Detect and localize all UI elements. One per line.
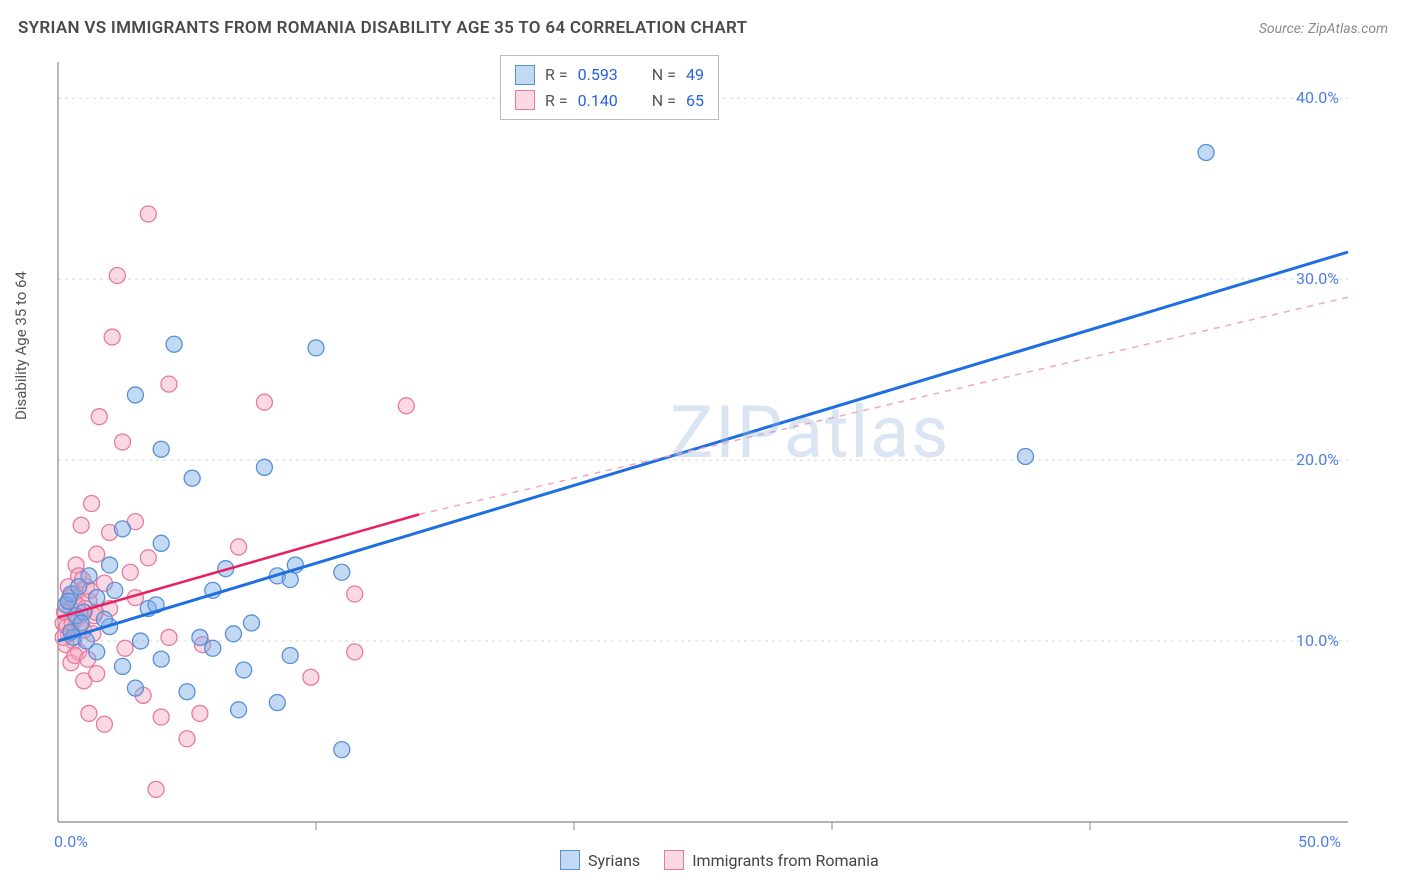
- chart-title: SYRIAN VS IMMIGRANTS FROM ROMANIA DISABI…: [18, 18, 747, 38]
- y-tick-label: 30.0%: [1296, 269, 1339, 288]
- scatter-chart-svg: [48, 50, 1358, 840]
- legend-stats-row: R = 0.593N = 49: [515, 62, 704, 88]
- legend-series-label: Immigrants from Romania: [692, 851, 879, 870]
- legend-stats-row: R = 0.140N = 65: [515, 88, 704, 114]
- y-axis-label: Disability Age 35 to 64: [12, 271, 30, 420]
- legend-series: Syrians Immigrants from Romania: [560, 850, 879, 870]
- legend-swatch: [515, 65, 535, 85]
- legend-swatch: [664, 850, 684, 870]
- y-tick-label: 20.0%: [1296, 450, 1339, 469]
- x-tick-label: 50.0%: [1298, 832, 1341, 851]
- legend-series-label: Syrians: [588, 851, 640, 870]
- y-tick-label: 40.0%: [1296, 88, 1339, 107]
- source-label: Source: ZipAtlas.com: [1259, 21, 1388, 37]
- chart-area: [48, 50, 1358, 840]
- legend-series-item: Syrians: [560, 850, 640, 870]
- legend-series-item: Immigrants from Romania: [664, 850, 879, 870]
- y-tick-label: 10.0%: [1296, 631, 1339, 650]
- legend-swatch: [515, 90, 535, 110]
- x-tick-label: 0.0%: [54, 832, 88, 851]
- legend-swatch: [560, 850, 580, 870]
- legend-stats-box: R = 0.593N = 49R = 0.140N = 65: [500, 55, 719, 120]
